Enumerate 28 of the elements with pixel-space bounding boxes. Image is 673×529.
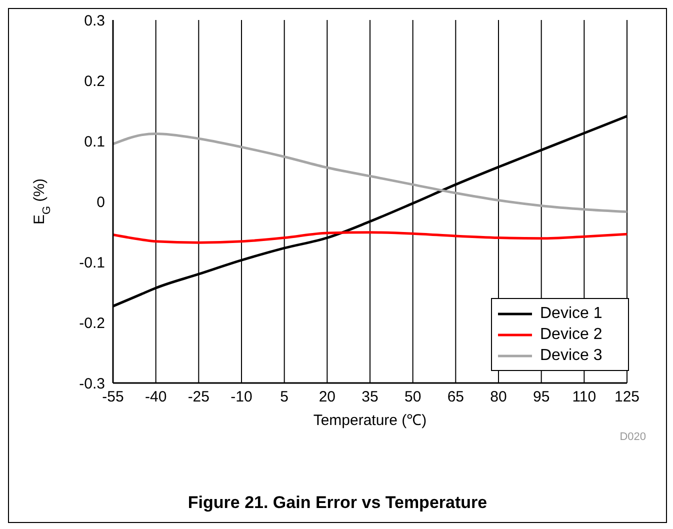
x-tick-label: 80	[490, 388, 507, 406]
x-tick-label: 35	[362, 388, 378, 406]
x-tick-label: 95	[532, 388, 550, 406]
legend-label: Device 2	[540, 326, 602, 344]
x-tick-label: -40	[144, 388, 167, 406]
y-tick-label: 0.3	[84, 12, 105, 30]
x-axis-title: Temperature (℃)	[313, 412, 427, 429]
x-tick-label: 125	[614, 388, 640, 406]
x-tick-label: 20	[318, 388, 336, 406]
x-tick-label: -25	[188, 388, 210, 406]
line-series	[113, 132, 627, 214]
line-series	[113, 231, 627, 244]
y-tick-label: -0.1	[79, 254, 105, 272]
legend-label: Device 3	[540, 346, 602, 364]
y-tick-label: 0	[96, 194, 105, 211]
x-tick-label: 65	[447, 388, 464, 406]
x-tick-label: 50	[404, 388, 422, 406]
legend-label: Device 1	[540, 304, 602, 322]
x-tick-label: 110	[572, 388, 596, 406]
x-tick-label: -55	[102, 388, 124, 406]
text: D020	[620, 431, 646, 443]
x-tick-label: 5	[280, 388, 289, 406]
y-tick-label: 0.1	[84, 133, 105, 150]
y-tick-label: 0.2	[84, 72, 105, 90]
y-tick-label: -0.2	[79, 314, 105, 332]
text: Figure 21. Gain Error vs Temperature	[186, 493, 488, 513]
x-tick-label: -10	[230, 388, 252, 406]
y-tick-label: -0.3	[79, 375, 105, 392]
